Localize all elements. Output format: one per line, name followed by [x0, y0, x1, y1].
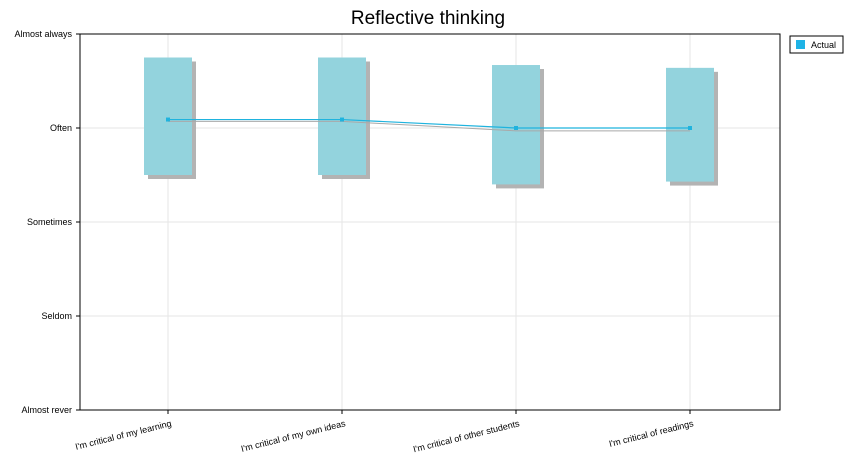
range-box: [666, 67, 714, 182]
y-tick-label: Seldom: [41, 311, 72, 321]
legend-label: Actual: [811, 40, 836, 50]
chart-title: Reflective thinking: [351, 8, 505, 29]
x-tick-label: I'm critical of other students: [412, 418, 521, 454]
series-lines: [168, 118, 690, 132]
data-point: [340, 117, 344, 122]
range-box: [492, 65, 540, 185]
data-point: [688, 126, 692, 130]
data-point: [166, 117, 170, 122]
x-tick-label: I'm critical of my own ideas: [240, 418, 347, 454]
range-boxes: [144, 57, 718, 189]
y-tick-label: Almost always: [14, 29, 72, 39]
legend: Actual: [789, 35, 844, 54]
y-tick-label: Sometimes: [27, 217, 73, 227]
data-point: [514, 126, 518, 130]
x-tick-label: I'm critical of readings: [608, 418, 695, 449]
y-tick-label: Often: [50, 123, 72, 133]
shadow-line: [168, 120, 690, 132]
x-tick-label: I'm critical of my learning: [74, 418, 172, 452]
y-axis-ticks: Almost rever Seldom Sometimes Often Almost a…: [14, 29, 80, 415]
x-axis-ticks: I'm critical of my learning I'm critical …: [74, 410, 695, 454]
range-box: [144, 57, 192, 175]
range-box: [318, 57, 366, 175]
y-tick-label: Almost rever: [21, 405, 72, 415]
legend-swatch: [796, 40, 805, 49]
series-line-actual: [168, 118, 690, 129]
data-points: [166, 117, 692, 130]
